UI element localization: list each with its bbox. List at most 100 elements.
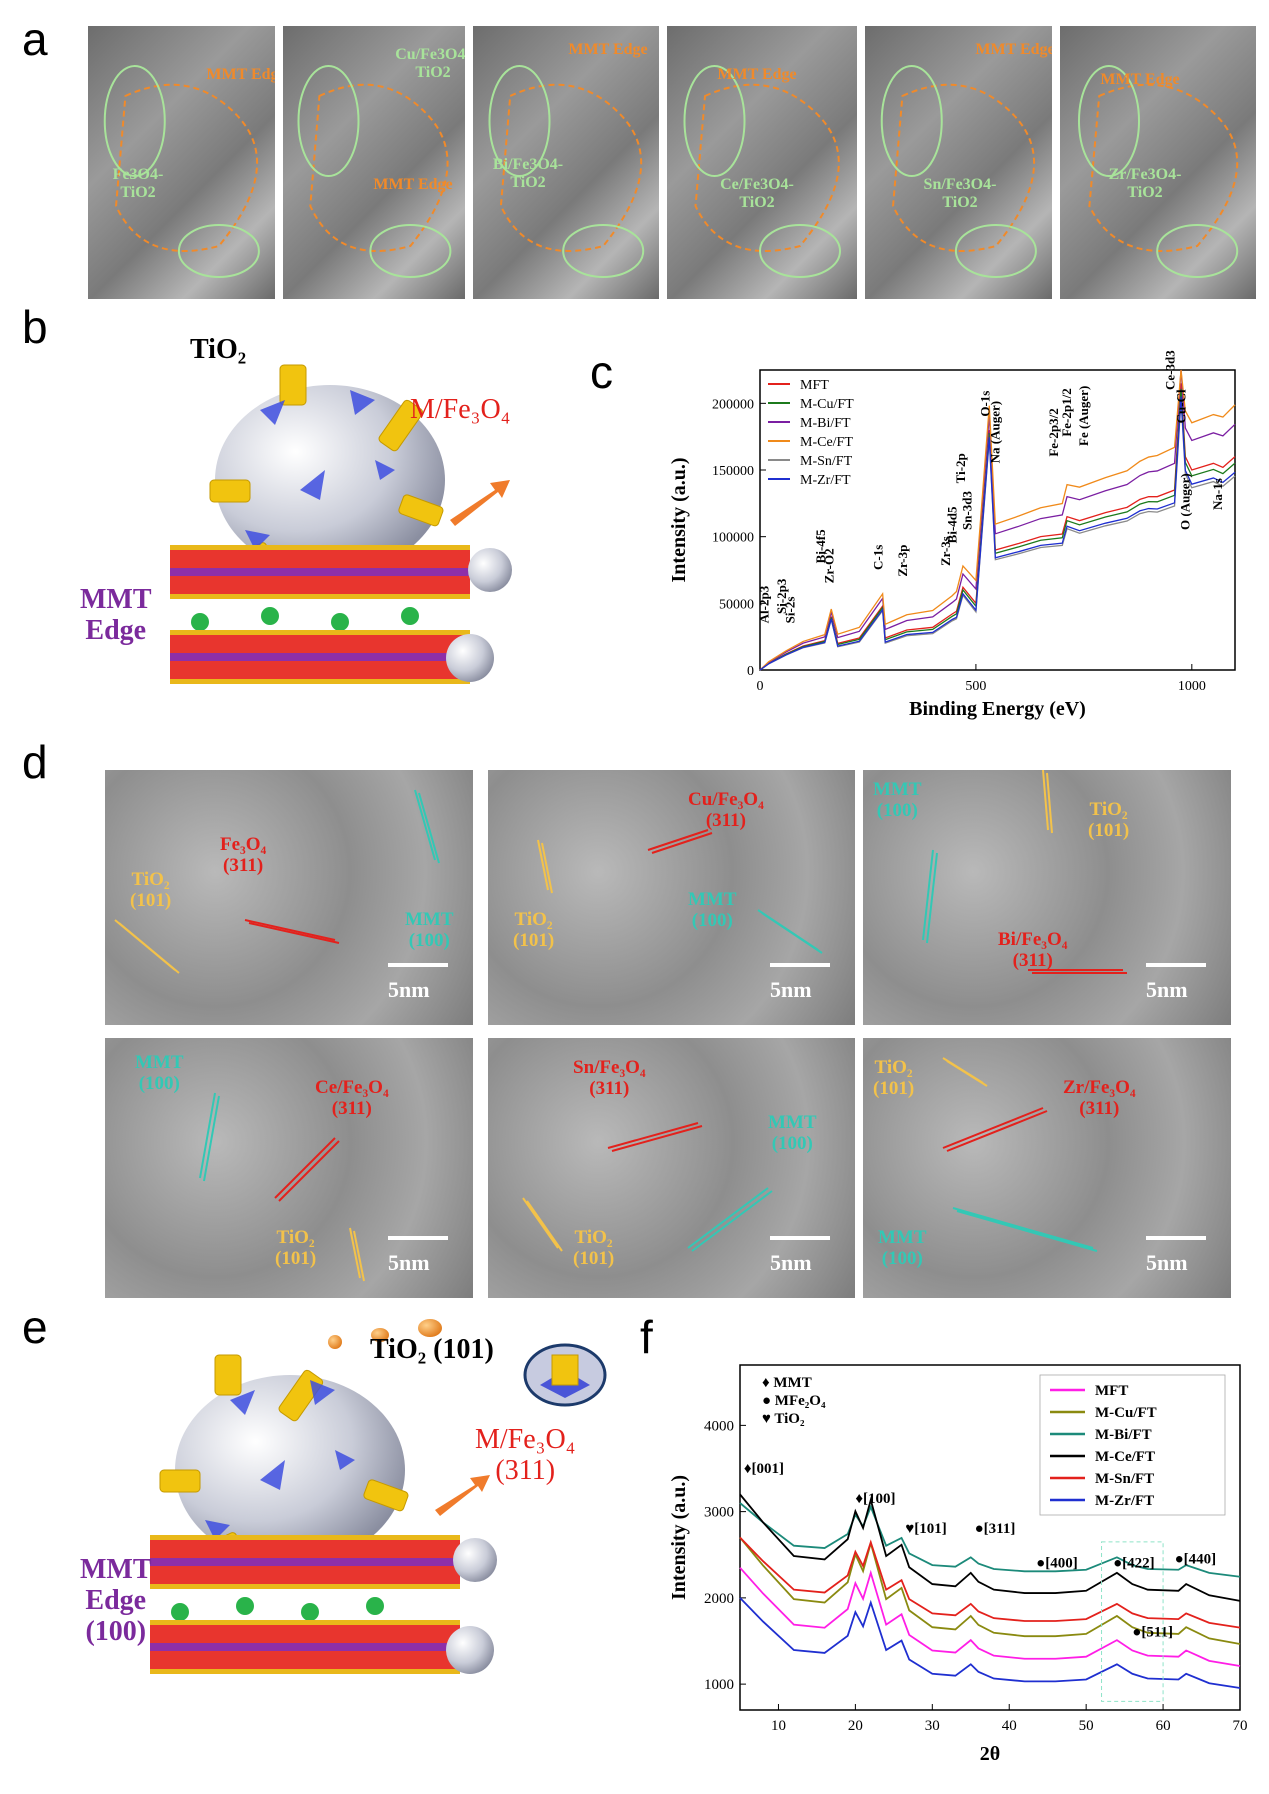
peak-label: ●[511] (1132, 1625, 1173, 1641)
mmt-plane-label-plane: (100) (138, 1072, 180, 1094)
mmt-plane-label: MMT (100) (405, 909, 454, 952)
scale-bar-label: 5nm (770, 1250, 812, 1275)
scale-bar (770, 963, 830, 967)
x-tick-label: 30 (925, 1718, 940, 1734)
tio2-101-icon (523, 1343, 607, 1407)
mmt-plane-label-text: MMT (135, 1052, 184, 1073)
mmt-edge-label: MMT Edge (568, 41, 648, 58)
sem-image-tile: MMT Edge Ce/Fe3O4-TiO2 (667, 26, 857, 299)
legend-label: M-Bi/FT (800, 416, 851, 431)
mmt-plane-label-text: MMT (405, 909, 454, 930)
x-tick-label: 10 (771, 1718, 786, 1734)
mmt-plane-label-text: MMT (873, 779, 922, 800)
x-axis-label: Binding Energy (eV) (909, 698, 1086, 720)
tio2-plane-label: TiO₂ (101) (1088, 799, 1129, 842)
fe3o4-plane-label: Cu/Fe₃O₄ (311) (688, 789, 764, 832)
x-tick-label: 20 (848, 1718, 863, 1734)
tem-image-tile: TiO₂ (101) Cu/Fe₃O₄ (311) MMT (100) 5nm (488, 770, 855, 1025)
fe3o4-plane-label-plane: (311) (1079, 1097, 1120, 1119)
peak-annotation: Zr-3p (895, 545, 910, 577)
peak-annotation: Zr-3s (938, 536, 953, 566)
scale-bar (1146, 1236, 1206, 1240)
y-tick-label: 4000 (704, 1418, 734, 1434)
sem-overlay (488, 65, 645, 278)
panel-e-letter: e (22, 1301, 48, 1353)
mmt-edge-label: MMT Edge (373, 176, 453, 193)
x-tick-label: 40 (1002, 1718, 1017, 1734)
b-mfe3o4-label: M/Fe₃O₄ (410, 394, 511, 425)
tio2-plane-label-text: TiO₂ (276, 1227, 315, 1248)
tem-image-tile: TiO₂ (101) Fe₃O₄ (311) MMT (100) 5nm (105, 770, 473, 1025)
scale-bar-label: 5nm (388, 977, 430, 1002)
xrd-chart: 1000 2000 3000 4000 10 20 30 40 50 60 70 2θ Intensit… (668, 1364, 1248, 1765)
composite-label: Sn/Fe3O4-TiO2 (923, 176, 997, 211)
peak-annotation: Bi-4f5 (813, 529, 828, 563)
mmt-layers (170, 545, 470, 684)
lattice-fringe-lines (522, 1122, 773, 1252)
mmt-plane-label: MMT (100) (768, 1112, 817, 1155)
scale-bar (770, 1236, 830, 1240)
peak-annotation: Ti-2p (953, 453, 968, 483)
schematic-e-drawing (150, 1319, 497, 1674)
marker-legend-label: ♦ MMT (762, 1375, 812, 1391)
mmt-edge-label: MMT Edge (206, 66, 275, 83)
scale-bar-label: 5nm (388, 1250, 430, 1275)
peak-annotation: Fe-2p3/2 (1046, 408, 1061, 456)
series-line (759, 369, 1236, 671)
fe3o4-plane-label-plane: (311) (331, 1097, 372, 1119)
e-mmt-line1: MMT (80, 1554, 152, 1585)
mmt-edge-label: MMT Edge (1100, 71, 1180, 88)
fe3o4-plane-label: Bi/Fe₃O₄ (311) (998, 929, 1068, 972)
marker-legend-label: ● MFe₂O₄ (762, 1393, 826, 1409)
fe3o4-plane-label-text: Fe₃O₄ (220, 834, 267, 855)
series-line (739, 1502, 1241, 1578)
tio2-plane-label: TiO₂ (101) (275, 1227, 316, 1270)
fe3o4-plane-label-text: Bi/Fe₃O₄ (998, 929, 1068, 950)
tem-image-tile: TiO₂ (101) Ce/Fe₃O₄ (311) MMT (100) 5nm (105, 1038, 473, 1298)
legend-label: M-Bi/FT (1095, 1427, 1152, 1443)
peak-annotation: Bi-4d5 (944, 506, 959, 543)
panel-b-letter: b (22, 301, 48, 353)
highlight-box (1101, 1541, 1164, 1702)
scale-bar-label: 5nm (1146, 977, 1188, 1002)
xps-survey-chart: 0 50000 100000 150000 200000 0 500 1000 Binding … (668, 350, 1236, 720)
scale-bar (1146, 963, 1206, 967)
y-tick-label: 2000 (704, 1591, 734, 1607)
fe3o4-plane-label: Fe₃O₄ (311) (220, 834, 267, 877)
legend-label: M-Zr/FT (800, 473, 851, 488)
scale-bar (388, 1236, 448, 1240)
y-tick-label: 200000 (712, 397, 754, 412)
peak-annotation: Sn-3d3 (960, 490, 975, 530)
e-tio2-label: TiO₂ (101) (370, 1334, 494, 1365)
legend-label: M-Cu/FT (800, 397, 854, 412)
lattice-fringe-lines (114, 789, 440, 974)
y-tick-label: 150000 (712, 464, 754, 479)
tio2-plane-label-plane: (101) (873, 1077, 915, 1099)
fe3o4-plane-label-plane: (311) (705, 809, 746, 831)
legend-box (1039, 1374, 1226, 1516)
y-axis-label: Intensity (a.u.) (668, 1475, 690, 1600)
e-mfe3o4-line2: (311) (495, 1454, 556, 1486)
legend-label: M-Zr/FT (1095, 1493, 1154, 1509)
series-line (759, 396, 1236, 671)
x-tick-label: 50 (1079, 1718, 1094, 1734)
scale-bar-label: 5nm (770, 977, 812, 1002)
peak-annotation: O-1s (977, 391, 992, 417)
schematic-b: TiO₂ M/Fe₃O₄ MMT Edge (80, 334, 580, 720)
tio2-plane-label-plane: (101) (573, 1247, 615, 1269)
peak-annotation: Ce-3d3 (1163, 350, 1178, 390)
tem-image-tile: TiO₂ (101) Bi/Fe₃O₄ (311) MMT (100) 5nm (863, 770, 1231, 1025)
series-line (739, 1567, 1241, 1667)
lattice-fringe-lines (199, 1092, 365, 1282)
x-tick-label: 70 (1233, 1718, 1248, 1734)
mmt-edge-label: MMT Edge (975, 41, 1052, 58)
sem-image-tile: MMT Edge Zr/Fe3O4-TiO2 (1060, 26, 1256, 299)
fe3o4-plane-label: Ce/Fe₃O₄ (311) (315, 1077, 389, 1120)
e-mmt-layers (150, 1535, 460, 1674)
mmt-plane-label-plane: (100) (771, 1132, 813, 1154)
fe3o4-plane-label: Sn/Fe₃O₄ (311) (573, 1057, 646, 1100)
mmt-plane-label: MMT (100) (135, 1052, 184, 1095)
sem-image-tile: MMT Edge Bi/Fe3O4-TiO2 (473, 26, 659, 299)
series-line (739, 1536, 1241, 1629)
e-mmt-line3: (100) (85, 1615, 147, 1647)
